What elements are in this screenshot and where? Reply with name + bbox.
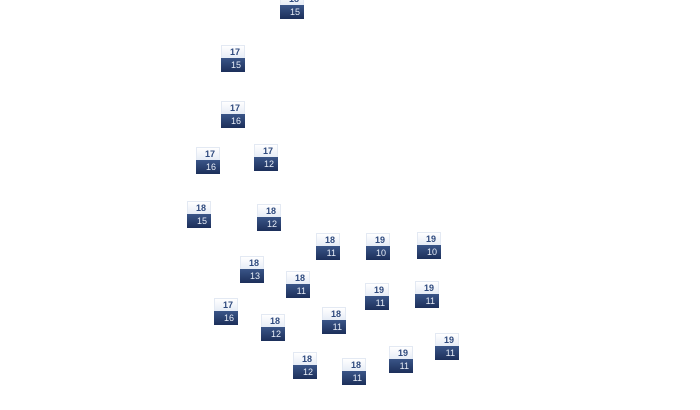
high-temperature: 18 bbox=[286, 271, 310, 284]
high-temperature: 19 bbox=[417, 232, 441, 245]
low-temperature: 12 bbox=[254, 157, 278, 171]
temperature-marker[interactable]: 18 11 bbox=[322, 307, 346, 334]
low-temperature: 11 bbox=[342, 371, 366, 385]
low-temperature: 15 bbox=[187, 214, 211, 228]
low-temperature: 10 bbox=[366, 246, 390, 260]
high-temperature: 19 bbox=[389, 346, 413, 359]
high-temperature: 17 bbox=[221, 101, 245, 114]
temperature-marker[interactable]: 18 12 bbox=[257, 204, 281, 231]
temperature-marker[interactable]: 19 10 bbox=[366, 233, 390, 260]
high-temperature: 17 bbox=[221, 45, 245, 58]
high-temperature: 18 bbox=[316, 233, 340, 246]
temperature-marker[interactable]: 19 11 bbox=[435, 333, 459, 360]
temperature-marker[interactable]: 17 12 bbox=[254, 144, 278, 171]
high-temperature: 19 bbox=[365, 283, 389, 296]
low-temperature: 11 bbox=[322, 320, 346, 334]
low-temperature: 15 bbox=[221, 58, 245, 72]
low-temperature: 12 bbox=[293, 365, 317, 379]
low-temperature: 16 bbox=[221, 114, 245, 128]
high-temperature: 18 bbox=[261, 314, 285, 327]
low-temperature: 13 bbox=[240, 269, 264, 283]
temperature-marker[interactable]: 17 16 bbox=[196, 147, 220, 174]
temperature-marker[interactable]: 18 12 bbox=[261, 314, 285, 341]
high-temperature: 17 bbox=[254, 144, 278, 157]
low-temperature: 11 bbox=[365, 296, 389, 310]
low-temperature: 10 bbox=[417, 245, 441, 259]
high-temperature: 17 bbox=[196, 147, 220, 160]
temperature-marker[interactable]: 19 11 bbox=[415, 281, 439, 308]
high-temperature: 18 bbox=[342, 358, 366, 371]
temperature-marker[interactable]: 18 11 bbox=[342, 358, 366, 385]
high-temperature: 18 bbox=[280, 0, 304, 5]
low-temperature: 16 bbox=[196, 160, 220, 174]
low-temperature: 11 bbox=[389, 359, 413, 373]
high-temperature: 18 bbox=[322, 307, 346, 320]
high-temperature: 17 bbox=[214, 298, 238, 311]
low-temperature: 11 bbox=[415, 294, 439, 308]
temperature-marker[interactable]: 18 11 bbox=[286, 271, 310, 298]
temperature-marker[interactable]: 18 11 bbox=[316, 233, 340, 260]
high-temperature: 19 bbox=[435, 333, 459, 346]
high-temperature: 18 bbox=[187, 201, 211, 214]
temperature-marker[interactable]: 18 13 bbox=[240, 256, 264, 283]
temperature-marker[interactable]: 17 16 bbox=[214, 298, 238, 325]
high-temperature: 18 bbox=[293, 352, 317, 365]
temperature-marker[interactable]: 19 11 bbox=[389, 346, 413, 373]
low-temperature: 12 bbox=[261, 327, 285, 341]
temperature-marker[interactable]: 18 12 bbox=[293, 352, 317, 379]
high-temperature: 18 bbox=[257, 204, 281, 217]
low-temperature: 11 bbox=[286, 284, 310, 298]
temperature-marker[interactable]: 17 16 bbox=[221, 101, 245, 128]
temperature-marker[interactable]: 19 11 bbox=[365, 283, 389, 310]
high-temperature: 18 bbox=[240, 256, 264, 269]
high-temperature: 19 bbox=[415, 281, 439, 294]
low-temperature: 11 bbox=[435, 346, 459, 360]
low-temperature: 11 bbox=[316, 246, 340, 260]
high-temperature: 19 bbox=[366, 233, 390, 246]
temperature-marker[interactable]: 17 15 bbox=[221, 45, 245, 72]
temperature-marker[interactable]: 19 10 bbox=[417, 232, 441, 259]
low-temperature: 16 bbox=[214, 311, 238, 325]
low-temperature: 12 bbox=[257, 217, 281, 231]
low-temperature: 15 bbox=[280, 5, 304, 19]
